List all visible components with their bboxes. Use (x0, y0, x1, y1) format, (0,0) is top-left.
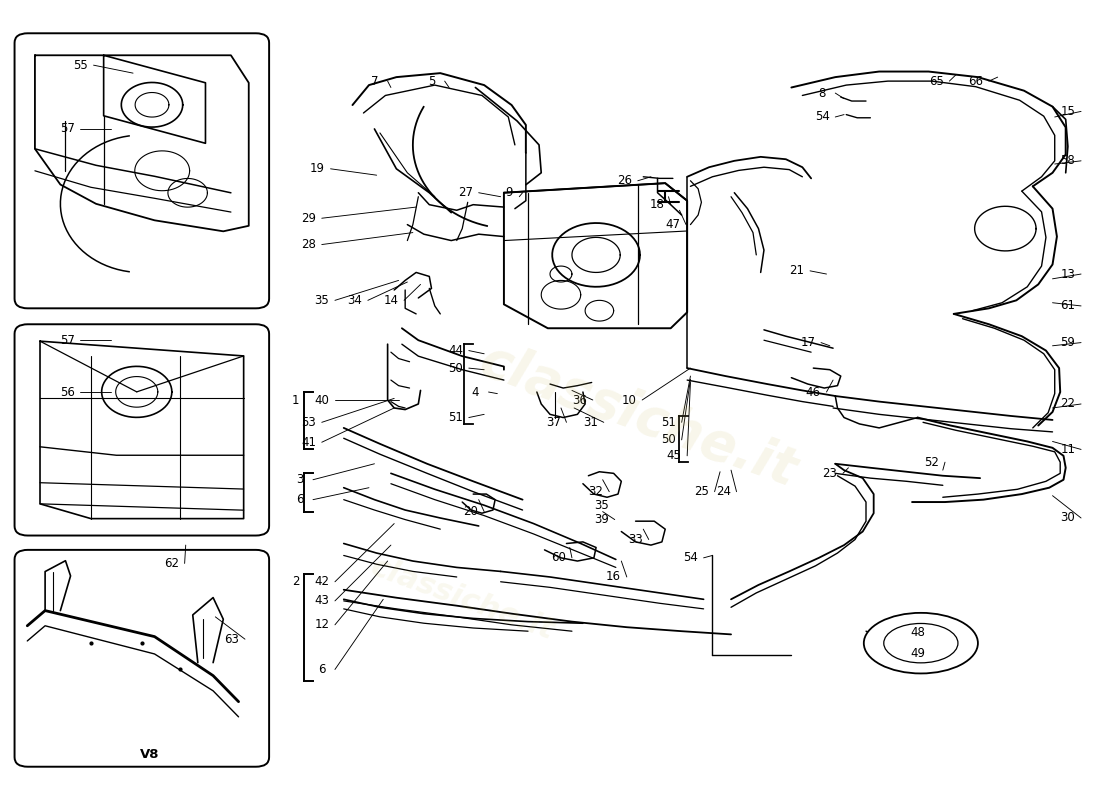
Text: 45: 45 (667, 450, 681, 462)
Text: 41: 41 (301, 436, 316, 449)
Text: 50: 50 (449, 362, 463, 374)
Text: 2: 2 (292, 575, 299, 588)
Text: 6: 6 (296, 493, 304, 506)
Text: 54: 54 (683, 551, 697, 564)
Text: 48: 48 (910, 626, 925, 639)
Text: 53: 53 (301, 416, 316, 429)
Text: 36: 36 (572, 394, 587, 406)
Text: 35: 35 (315, 294, 329, 307)
Text: 28: 28 (301, 238, 316, 251)
Text: classiche.it: classiche.it (366, 553, 558, 646)
Text: 42: 42 (315, 575, 329, 588)
Text: 13: 13 (1060, 267, 1076, 281)
Text: 1: 1 (292, 394, 299, 406)
Text: 8: 8 (818, 86, 826, 99)
Text: 7: 7 (371, 74, 378, 88)
FancyBboxPatch shape (14, 550, 270, 766)
Text: 24: 24 (716, 485, 730, 498)
Text: 12: 12 (315, 618, 329, 631)
Text: 27: 27 (458, 186, 473, 199)
Text: 50: 50 (661, 434, 675, 446)
Text: 18: 18 (650, 198, 666, 211)
Text: 37: 37 (546, 416, 561, 429)
Text: 65: 65 (928, 74, 944, 88)
Text: 9: 9 (506, 186, 514, 199)
Text: 10: 10 (621, 394, 637, 406)
Text: 63: 63 (224, 633, 239, 646)
Text: 33: 33 (628, 533, 643, 546)
Text: 47: 47 (666, 218, 681, 231)
Text: 29: 29 (301, 212, 316, 225)
Text: 66: 66 (968, 74, 983, 88)
Text: 35: 35 (594, 498, 609, 512)
Text: 57: 57 (59, 334, 75, 346)
Text: 26: 26 (617, 174, 632, 187)
Text: 46: 46 (806, 386, 821, 398)
Text: 31: 31 (583, 416, 598, 429)
Text: 60: 60 (551, 551, 566, 564)
Text: 20: 20 (463, 505, 478, 518)
FancyBboxPatch shape (14, 324, 270, 535)
Ellipse shape (883, 623, 958, 663)
Text: 44: 44 (448, 344, 463, 357)
Text: 3: 3 (296, 474, 304, 486)
Text: 59: 59 (1060, 336, 1076, 349)
Text: 40: 40 (315, 394, 329, 406)
Text: 21: 21 (790, 264, 804, 278)
Text: 32: 32 (588, 485, 604, 498)
Text: 51: 51 (448, 411, 463, 424)
Text: 11: 11 (1060, 443, 1076, 456)
Text: 14: 14 (384, 294, 398, 307)
Text: 25: 25 (694, 485, 708, 498)
Text: 52: 52 (924, 456, 939, 469)
Text: 55: 55 (73, 58, 88, 72)
Text: 30: 30 (1060, 511, 1076, 525)
Text: 61: 61 (1060, 299, 1076, 313)
Text: 4: 4 (472, 386, 480, 398)
Text: 56: 56 (59, 386, 75, 398)
Text: classiche.it: classiche.it (472, 334, 803, 498)
FancyBboxPatch shape (14, 34, 270, 308)
Text: 62: 62 (164, 557, 179, 570)
Text: 16: 16 (606, 570, 621, 583)
Text: 15: 15 (1060, 105, 1076, 118)
Text: 19: 19 (310, 162, 324, 175)
Text: 57: 57 (59, 122, 75, 135)
Text: 49: 49 (910, 647, 925, 660)
Text: V8: V8 (140, 748, 159, 762)
Ellipse shape (864, 613, 978, 674)
Text: 58: 58 (1060, 154, 1076, 167)
Text: 6: 6 (318, 663, 326, 676)
Text: 34: 34 (348, 294, 362, 307)
Text: 43: 43 (315, 594, 329, 607)
Text: 23: 23 (823, 467, 837, 480)
Text: 17: 17 (801, 336, 815, 349)
Text: 51: 51 (661, 416, 675, 429)
Text: 54: 54 (815, 110, 829, 123)
Text: 39: 39 (594, 513, 609, 526)
Text: 5: 5 (428, 74, 436, 88)
Text: 22: 22 (1060, 398, 1076, 410)
